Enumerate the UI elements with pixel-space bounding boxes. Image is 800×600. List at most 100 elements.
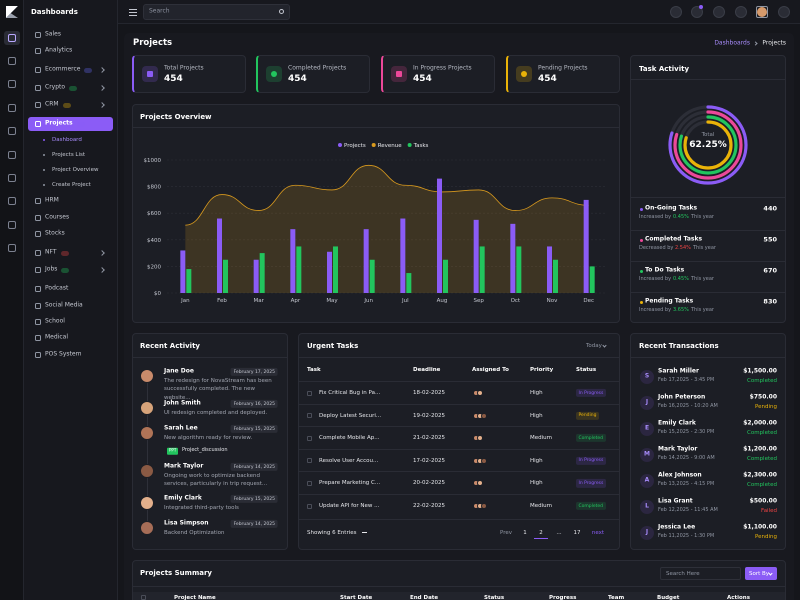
transaction-name: Jessica Lee [658, 523, 696, 531]
rail-icon[interactable] [8, 80, 16, 88]
menu-item[interactable]: Jobs [45, 265, 58, 273]
filter-dropdown[interactable]: Today [586, 342, 602, 349]
bar [473, 219, 479, 293]
rail-icon[interactable] [8, 174, 16, 182]
divider [299, 519, 619, 520]
pagination-item[interactable]: 17 [573, 529, 581, 536]
task-activity-panel [630, 55, 786, 323]
entries-info[interactable]: Showing 6 Entries [307, 529, 357, 536]
rail-icon[interactable] [8, 221, 16, 229]
menu-item[interactable]: Sales [45, 30, 61, 38]
row-checkbox[interactable] [307, 480, 312, 486]
rail-icon[interactable] [8, 151, 16, 159]
transaction-name: Lisa Grant [658, 497, 693, 505]
column-header: Project Name [174, 594, 216, 600]
transaction-date: Feb 17,2025 - 3:45 PM [658, 377, 715, 384]
submenu-item[interactable]: Projects List [52, 151, 86, 158]
menu-icon [35, 32, 41, 38]
menu-item[interactable]: Courses [45, 213, 70, 221]
row-checkbox[interactable] [307, 435, 312, 441]
menu-item[interactable]: Analytics [45, 46, 73, 54]
menu-item[interactable]: CRM [45, 100, 59, 108]
submenu-item[interactable]: Project Overview [52, 166, 99, 173]
menu-item[interactable]: Medical [45, 333, 68, 341]
stat-label: Pending Projects [538, 64, 588, 72]
transaction-status: Completed [747, 377, 777, 384]
header-icon [778, 6, 790, 18]
stat-value: 454 [164, 73, 183, 84]
header-checkbox[interactable] [141, 595, 146, 600]
menu-item[interactable]: Social Media [45, 301, 83, 309]
task-name[interactable]: Update API for New ... [319, 502, 380, 509]
menu-item[interactable]: Projects [45, 119, 73, 127]
summary-search[interactable] [660, 567, 741, 580]
pagination-item[interactable]: ... [556, 529, 562, 536]
pagination-item[interactable]: Prev [500, 529, 512, 536]
pagination-item[interactable]: 2 [539, 529, 543, 536]
row-checkbox[interactable] [307, 413, 312, 419]
row-checkbox[interactable] [307, 390, 312, 396]
rail-icon[interactable] [8, 57, 16, 65]
menu-item[interactable]: Crypto [45, 83, 66, 91]
status-dot [639, 238, 643, 242]
submenu-item[interactable]: Create Project [52, 181, 91, 188]
task-name[interactable]: Complete Mobile Ap... [319, 435, 380, 442]
bar [437, 178, 442, 293]
rail-icon[interactable] [8, 34, 16, 42]
activity-date: February 14, 2025 [230, 462, 278, 472]
pagination-item[interactable]: 1 [523, 529, 527, 536]
row-checkbox[interactable] [307, 503, 312, 509]
submenu-dot [42, 153, 46, 157]
pagination-item[interactable]: next [591, 529, 605, 536]
x-tick-label: Dec [583, 298, 594, 304]
rail-icon[interactable] [8, 104, 16, 112]
rail-icon[interactable] [8, 127, 16, 135]
row-checkbox[interactable] [307, 458, 312, 464]
activity-name: John Smith [164, 399, 201, 407]
activity-text: Backend Optimization [164, 530, 225, 536]
legend-label: Tasks [413, 143, 429, 149]
menu-item[interactable]: Stocks [45, 229, 65, 237]
rail-icon[interactable] [8, 197, 16, 205]
table-header-row [133, 592, 785, 600]
transaction-status: Completed [747, 481, 777, 488]
submenu-dot [42, 168, 46, 172]
submenu-item[interactable]: Dashboard [52, 136, 82, 143]
search-box[interactable] [143, 4, 290, 20]
menu-item[interactable]: School [45, 317, 65, 325]
task-deadline: 22-02-2025 [413, 502, 445, 509]
menu-icon [35, 267, 41, 273]
x-tick-label: Jun [363, 298, 373, 304]
task-status: In Progress [576, 456, 606, 465]
breadcrumb[interactable]: Dashboards [714, 39, 750, 47]
menu-item[interactable]: POS System [45, 350, 82, 358]
menu-item[interactable]: NFT [45, 248, 57, 256]
rail-icon[interactable] [8, 244, 16, 252]
bar [510, 223, 516, 293]
menu-active [28, 117, 113, 131]
task-priority: Medium [530, 435, 552, 442]
task-value: 550 [763, 235, 777, 244]
menu-icon [35, 250, 41, 256]
bar [547, 246, 552, 293]
chart: $0 $200 $400 $600 $800 $1000 Projects Revenue Ta… [144, 143, 607, 304]
change-value: 0.45% [673, 214, 689, 221]
task-status: In Progress [576, 388, 606, 398]
transaction-name: John Peterson [658, 393, 706, 401]
arrow-right [362, 532, 367, 533]
task-name[interactable]: Deploy Latest Securi... [319, 412, 382, 419]
ring [683, 120, 733, 170]
avatar [140, 521, 154, 535]
menu-item[interactable]: HRM [45, 196, 59, 204]
menu-item[interactable]: Podcast [45, 284, 69, 292]
task-name[interactable]: Prepare Marketing C... [319, 480, 381, 487]
bar [553, 259, 558, 293]
task-name[interactable]: Resolve User Accou... [319, 457, 379, 464]
task-name[interactable]: Fix Critical Bug in Pa... [319, 389, 381, 396]
submenu-dot [42, 138, 46, 142]
legend-marker [407, 143, 412, 147]
menu-item[interactable]: Ecommerce [45, 65, 81, 73]
chart-panel [132, 104, 620, 323]
sort-button[interactable] [745, 567, 777, 580]
menu-icon [35, 85, 41, 91]
